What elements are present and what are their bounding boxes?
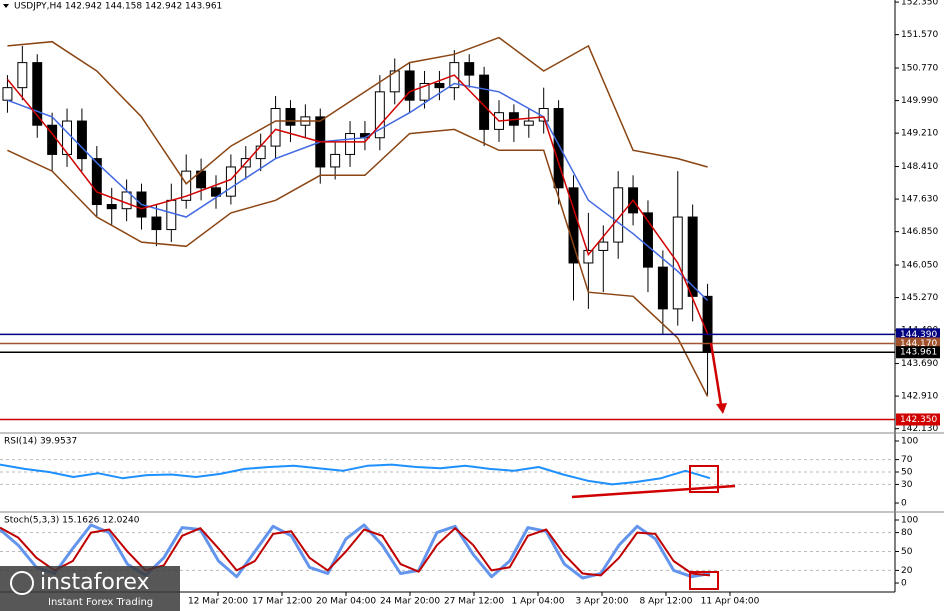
logo-background — [0, 566, 180, 611]
price-label-box — [896, 346, 940, 359]
y-tick-label: 80 — [901, 528, 913, 538]
candle-body — [345, 133, 356, 155]
candle-body — [17, 62, 28, 89]
x-tick-label: 20 Mar 04:00 — [316, 597, 376, 607]
y-tick-label: 151.570 — [901, 30, 938, 40]
logo-text: instaforex — [40, 570, 150, 595]
candle-body — [211, 187, 221, 197]
candle-body — [285, 108, 296, 126]
candle-body — [106, 204, 117, 210]
price-label: 144.170 — [900, 339, 937, 349]
y-tick-label: 145.270 — [901, 293, 938, 303]
x-tick-label: 12 Mar 20:00 — [188, 597, 248, 607]
y-tick-label: 152.350 — [901, 0, 938, 8]
candle-body — [687, 216, 698, 297]
candle-body — [374, 91, 385, 139]
candle-body — [419, 82, 430, 101]
price-label: 144.390 — [900, 330, 937, 340]
oscillator-line — [0, 523, 711, 580]
indicator-line — [7, 36, 708, 185]
arrow — [709, 342, 723, 406]
indicator-line — [6, 74, 709, 335]
y-tick-label: 146.050 — [901, 261, 938, 271]
logo-tagline: Instant Forex Trading — [48, 597, 153, 608]
price-label: 143.961 — [900, 348, 937, 358]
candle-body — [225, 166, 236, 197]
candle-body — [32, 62, 43, 126]
candle-body — [166, 199, 177, 231]
y-tick-label: 147.630 — [901, 195, 938, 205]
y-tick-label: 143.690 — [901, 359, 938, 369]
price-label-box — [896, 328, 940, 341]
candle-body — [568, 187, 579, 264]
y-tick-label: 149.210 — [901, 129, 938, 139]
candle-body — [2, 87, 13, 101]
y-tick-label: 149.990 — [901, 96, 938, 106]
candle-body — [330, 153, 341, 168]
y-tick-label: 150.770 — [901, 64, 938, 74]
x-tick-label: 11 Apr 04:00 — [701, 597, 760, 607]
y-tick-label: 0 — [901, 499, 907, 509]
candle-body — [270, 108, 281, 147]
y-tick-label: 30 — [901, 480, 913, 490]
trend-line — [571, 484, 736, 499]
logo-icon — [10, 571, 34, 595]
logo: instaforex Instant Forex Trading — [0, 566, 180, 611]
candle-body — [151, 216, 162, 231]
y-tick-label: 0 — [901, 579, 907, 589]
rsi-title: RSI(14) 39.9537 — [4, 437, 77, 447]
oscillator-line — [0, 463, 711, 486]
x-tick-label: 8 Apr 12:00 — [640, 597, 693, 607]
candle-body — [613, 187, 624, 243]
candle-body — [464, 62, 475, 76]
x-tick-label: 1 Apr 04:00 — [512, 597, 565, 607]
candle-body — [181, 170, 192, 201]
x-tick-label: 3 Apr 20:00 — [576, 597, 629, 607]
candle-body — [121, 191, 132, 210]
candle-body — [389, 70, 400, 93]
price-label: 142.350 — [900, 415, 937, 425]
y-tick-label: 142.910 — [901, 392, 938, 402]
candle-body — [643, 212, 653, 268]
arrow-head — [716, 403, 727, 414]
candle-body — [91, 158, 102, 206]
y-tick-label: 148.410 — [901, 162, 938, 172]
y-tick-label: 70 — [901, 455, 913, 465]
y-tick-label: 20 — [901, 566, 913, 576]
highlight-box — [689, 571, 719, 590]
y-tick-label: 142.130 — [901, 424, 938, 434]
candle-body — [434, 82, 445, 89]
highlight-box — [689, 465, 719, 493]
candle-body — [657, 266, 668, 310]
menu-triangle — [3, 4, 9, 8]
x-tick-label: 27 Mar 12:00 — [444, 597, 504, 607]
candle-body — [479, 74, 490, 130]
y-tick-label: 100 — [901, 516, 918, 526]
stoch-title: Stoch(5,3,3) 15.1626 12.0240 — [4, 516, 140, 526]
x-tick-label: 17 Mar 12:00 — [252, 597, 312, 607]
x-tick-label: 24 Mar 20:00 — [380, 597, 440, 607]
y-tick-label: 146.850 — [901, 227, 938, 237]
candle-body — [404, 70, 415, 101]
annotations — [571, 342, 736, 590]
candle-body — [76, 120, 87, 160]
y-tick-label: 50 — [901, 547, 913, 557]
indicator-line — [7, 128, 709, 397]
candle-body — [583, 249, 594, 264]
candle-body — [553, 108, 564, 189]
candle-body — [255, 145, 266, 160]
price-label-box — [896, 413, 940, 426]
oscillator-line — [0, 526, 711, 577]
candle-body — [598, 241, 609, 251]
candle-body — [523, 120, 534, 126]
chart-title: USDJPY,H4 142.942 144.158 142.942 143.96… — [14, 2, 222, 12]
y-tick-label: 50 — [901, 468, 913, 478]
y-tick-label: 100 — [901, 437, 918, 447]
indicator-line — [7, 82, 709, 302]
